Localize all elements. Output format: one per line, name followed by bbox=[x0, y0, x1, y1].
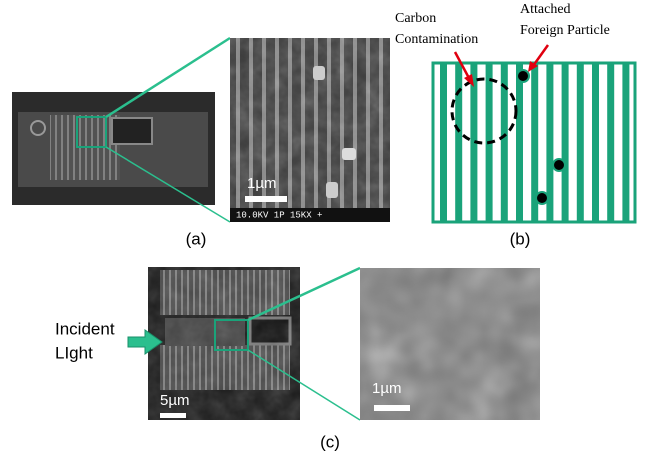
line bbox=[455, 63, 462, 222]
annotation: Foreign Particle bbox=[520, 23, 610, 38]
line bbox=[562, 63, 569, 222]
line bbox=[440, 63, 447, 222]
line bbox=[592, 63, 599, 222]
line bbox=[577, 63, 584, 222]
line bbox=[622, 63, 629, 222]
zoom-texture bbox=[360, 268, 540, 420]
annotation: Contamination bbox=[395, 32, 478, 47]
scale-bar bbox=[160, 413, 186, 418]
sem-feature bbox=[112, 118, 152, 144]
scale-bar-label: 1µm bbox=[247, 175, 276, 192]
particle bbox=[536, 192, 548, 204]
scale-bar-label: 5µm bbox=[160, 392, 189, 409]
annotation: Attached bbox=[520, 2, 571, 17]
annotation: Incident bbox=[55, 319, 115, 338]
particle bbox=[553, 159, 565, 171]
panel-a: 10.0KV 1P 15KX + 1µm (a) bbox=[12, 38, 390, 248]
panel-c: 5µm 1µm Incident LIght (c) bbox=[55, 267, 540, 451]
figure: 10.0KV 1P 15KX + 1µm (a) Carbon Contamin… bbox=[0, 0, 652, 457]
panel-label: (a) bbox=[186, 229, 207, 248]
particle bbox=[517, 70, 529, 82]
panel-b: Carbon Contamination Attached Foreign Pa… bbox=[395, 2, 635, 248]
annotation: Carbon bbox=[395, 11, 436, 26]
line bbox=[607, 63, 614, 222]
scale-bar-label: 1µm bbox=[372, 380, 401, 397]
particle bbox=[326, 182, 338, 198]
panel-label: (c) bbox=[320, 432, 340, 451]
sem-texture bbox=[230, 38, 390, 222]
panel-label: (b) bbox=[510, 229, 531, 248]
particle bbox=[313, 66, 325, 80]
line bbox=[516, 63, 523, 222]
scale-bar bbox=[245, 196, 287, 202]
particle bbox=[342, 148, 356, 160]
sem-info: 10.0KV 1P 15KX + bbox=[236, 210, 322, 220]
scale-bar bbox=[374, 405, 410, 411]
annotation: LIght bbox=[55, 343, 93, 362]
line-array bbox=[440, 63, 629, 222]
